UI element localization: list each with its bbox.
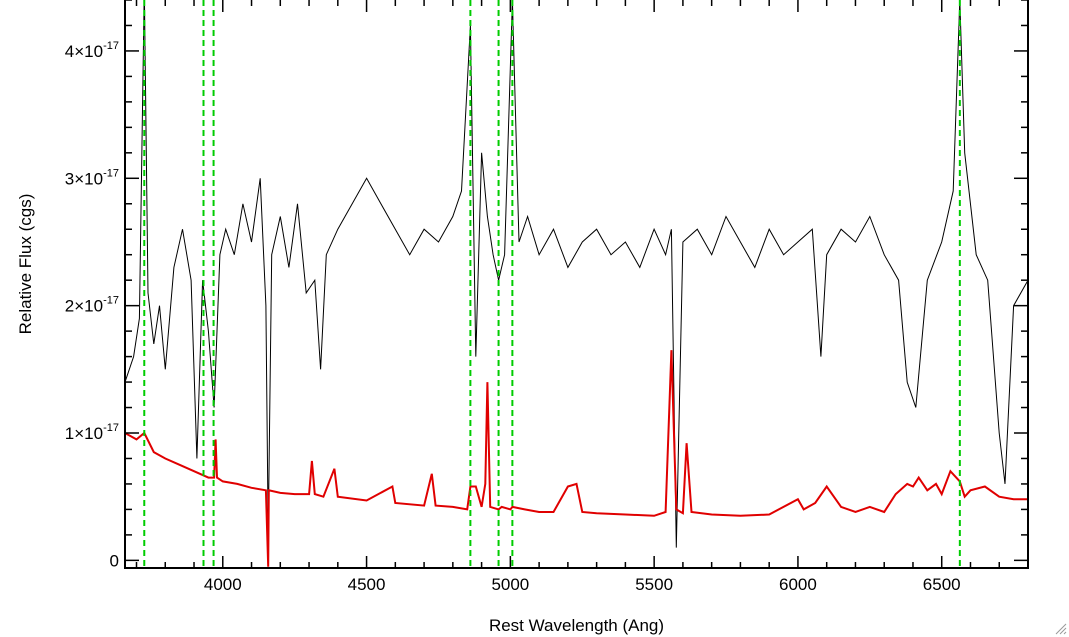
spectrum-flux-line (125, 0, 1028, 548)
x-tick-label: 4500 (348, 575, 386, 594)
plot-frame (124, 0, 1029, 569)
error-spectrum-line (125, 350, 1028, 567)
plot-area (125, 0, 1028, 568)
resize-grip-icon[interactable] (1053, 621, 1067, 635)
axis-ticks (125, 0, 1029, 568)
x-tick-label: 5000 (491, 575, 529, 594)
y-tick-label: 0 (110, 551, 119, 570)
y-tick-label: 3×10-17 (65, 167, 119, 188)
y-axis-title: Relative Flux (cgs) (16, 194, 35, 335)
x-axis-title: Rest Wavelength (Ang) (489, 616, 664, 635)
x-tick-label: 5500 (635, 575, 673, 594)
y-tick-label: 2×10-17 (65, 295, 119, 316)
x-tick-label: 6500 (923, 575, 961, 594)
axis-tick-labels: 4000 4500 5000 5500 6000 6500 0 1×10-17 2×10-17 3… (65, 40, 961, 594)
x-tick-label: 4000 (204, 575, 242, 594)
x-tick-label: 6000 (779, 575, 817, 594)
y-tick-label: 4×10-17 (65, 40, 119, 61)
y-tick-label: 1×10-17 (65, 422, 119, 443)
